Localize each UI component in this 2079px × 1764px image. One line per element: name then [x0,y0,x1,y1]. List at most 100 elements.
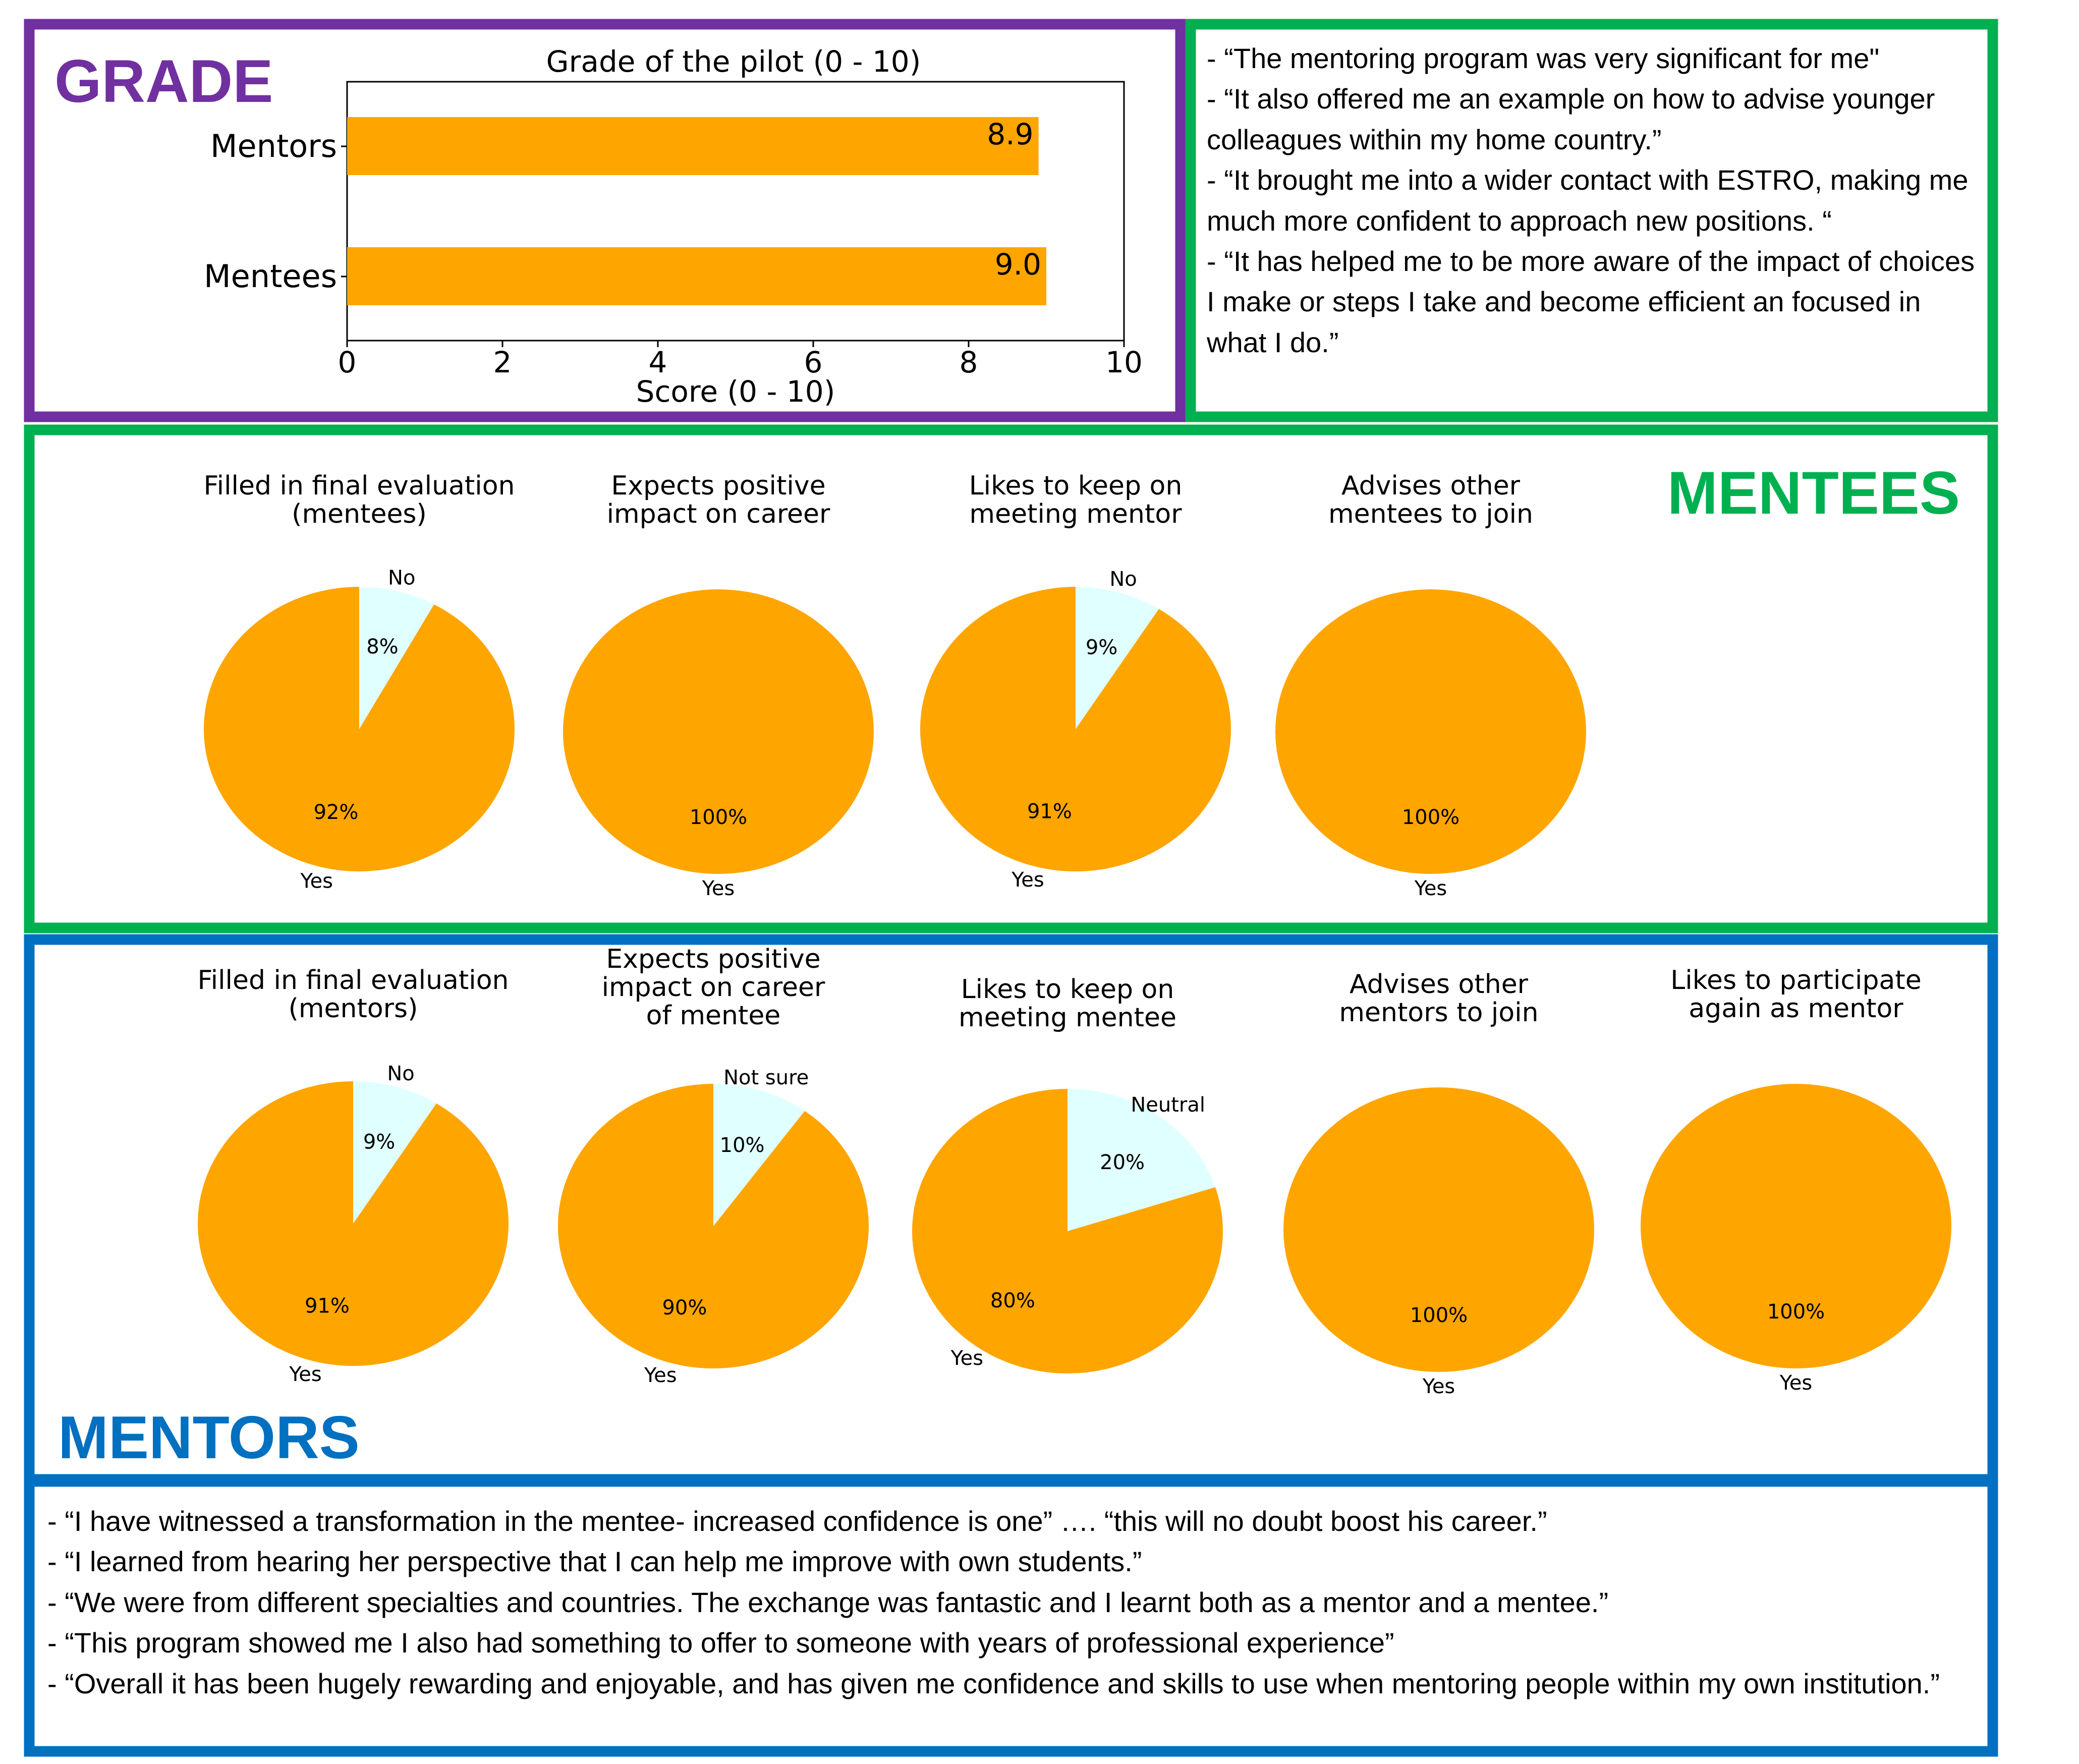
mentors-quote-frame [24,1476,1998,1757]
pie-category-label: No [1109,568,1137,591]
pie-percent-label: 80% [990,1289,1035,1312]
pie-category-label: Yes [644,1364,677,1387]
pie-title: mentees to join [1328,499,1533,529]
x-axis-ticks: 0 2 4 6 8 10 [338,341,1143,379]
pie-percent-label: 92% [314,801,359,824]
pie-category-label: Yes [300,869,333,893]
pie-slice-yes [1641,1084,1951,1368]
pie-category-label: Yes [1011,868,1044,892]
pie-category-label: Not sure [723,1066,809,1089]
y-category-label-mentors: Mentors [210,128,337,164]
pie-title: Filled in final evaluation [198,965,509,996]
pie-title: again as mentor [1689,994,1903,1024]
pie-title: mentors to join [1339,998,1538,1028]
pie-charts: Filled in final evaluation(mentees)8%No9… [198,471,1951,1398]
pie-slice-no [359,587,434,729]
pie-category-label: Neutral [1131,1093,1205,1117]
pie-percent-label: 100% [1410,1304,1468,1327]
pie-title: meeting mentor [969,499,1182,529]
x-tick-label: 6 [804,345,823,379]
pie-category-label: Yes [289,1363,322,1386]
pie-slice-neutral [1067,1089,1215,1231]
grade-bar-chart: Grade of the pilot (0 - 10) 8.9 9.0 Ment… [204,44,1143,409]
mentee-quote: - “It brought me into a wider contact wi… [1207,164,1969,237]
mentees-quotes: - “The mentoring program was very signif… [1207,38,1984,363]
pie-slice-yes [563,589,874,874]
bar-value-label-mentors: 8.9 [987,117,1033,151]
mentor-quote: - “We were from different specialties an… [47,1586,1609,1618]
pie-slice-yes [912,1089,1223,1373]
pie-percent-label: 90% [662,1296,707,1319]
pie-slice-no [1076,587,1159,729]
pie-title: Advises other [1341,471,1521,501]
mentor-quote: - “I learned from hearing her perspectiv… [47,1546,1142,1578]
pie-percent-label: 8% [366,635,398,658]
pie-title: (mentees) [292,499,427,529]
pie-title: of mentee [646,1001,781,1031]
pie-title: meeting mentee [959,1003,1176,1033]
bar-value-label-mentees: 9.0 [995,247,1041,282]
pie-category-label: Yes [1414,877,1447,900]
mentors-quotes: - “I have witnessed a transformation in … [47,1501,1975,1704]
bar-chart-title: Grade of the pilot (0 - 10) [546,44,921,79]
pie-title: Expects positive [606,944,820,974]
mentees-quote-frame [1185,19,1998,422]
pie-percent-label: 91% [305,1294,350,1317]
pie-chart: Filled in final evaluation(mentors) 9% No 9… [198,965,509,1386]
pie-slice-yes [558,1084,869,1368]
x-tick-label: 10 [1105,345,1143,379]
pie-chart: Filled in final evaluation(mentees) 8% No 9… [204,471,515,893]
pie-title: Likes to keep on [969,471,1183,501]
pie-title: Expects positive [611,471,825,501]
pie-slice-yes [198,1081,509,1366]
mentees-frame [24,424,1998,933]
x-tick-label: 4 [649,345,667,379]
pie-title: (mentors) [289,994,418,1024]
x-tick-label: 0 [338,345,357,379]
mentor-quote: - “I have witnessed a transformation in … [47,1505,1547,1537]
bar-mentors [347,117,1039,175]
pie-category-label: Yes [1422,1375,1455,1398]
pie-percent-label: 9% [363,1131,395,1154]
pie-percent-label: 100% [690,806,747,829]
pie-slice-yes [1283,1087,1594,1372]
bar-chart-plot-area [346,81,1125,342]
mentor-quote: - “This program showed me I also had som… [47,1627,1394,1659]
x-tick-label: 2 [493,345,512,379]
pie-percent-label: 91% [1027,800,1072,823]
pie-slice-not-sure [713,1084,805,1226]
y-category-label-mentees: Mentees [204,258,337,295]
pie-category-label: Yes [702,877,735,900]
mentee-quote: - “The mentoring program was very signif… [1207,42,1880,74]
mentor-quote: - “Overall it has been hugely rewarding … [47,1667,1940,1699]
pie-percent-label: 10% [720,1134,765,1157]
pie-title: Filled in final evaluation [204,471,515,501]
pie-category-label: Yes [1779,1371,1813,1395]
mentors-title: MENTORS [58,1404,360,1471]
grade-frame [24,19,1186,422]
pie-slice-yes [920,587,1231,872]
pie-slice-no [353,1081,437,1224]
x-tick-label: 8 [960,345,978,379]
pie-title: Likes to keep on [961,974,1174,1005]
pie-category-label: No [387,1062,414,1085]
bar-chart-xlabel: Score (0 - 10) [636,374,835,409]
pie-percent-label: 20% [1100,1151,1145,1174]
mentee-quote: - “It also offered me an example on how … [1207,83,1935,155]
pie-percent-label: 100% [1767,1300,1825,1324]
mentee-quote: - “It has helped me to be more aware of … [1207,245,1975,358]
pie-title: Likes to participate [1670,965,1921,996]
pie-percent-label: 9% [1086,636,1117,659]
pie-slice-yes [204,587,515,871]
mentees-title: MENTEES [1667,459,1960,527]
pie-category-label: Yes [950,1347,984,1370]
pie-title: Advises other [1350,969,1529,1000]
